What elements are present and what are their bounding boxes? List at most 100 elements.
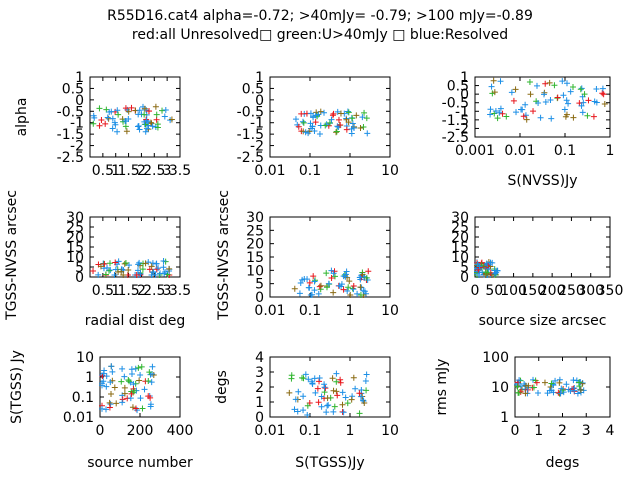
y-tick-label: -2 [70,139,84,155]
plot-frame [514,356,611,418]
y-tick-label: 10 [76,350,94,366]
x-tick-label: 300 [577,283,604,299]
data-point [137,395,144,402]
data-point [558,385,565,392]
data-point [150,269,157,276]
data-point [499,110,506,117]
x-tick-label: 0.01 [254,423,285,439]
data-point [102,271,109,278]
data-point [497,105,504,112]
data-point [363,274,370,281]
data-point [134,407,141,414]
data-point [136,126,143,133]
data-point [330,387,337,394]
data-point [299,118,306,125]
data-point [129,404,136,411]
y-tick-label: 0.5 [242,81,264,97]
data-point [331,403,338,410]
data-point [292,396,299,403]
x-tick-label: 0.001 [455,143,495,159]
data-point [298,110,305,117]
data-point [286,389,293,396]
data-point [160,264,167,271]
data-point [142,121,149,128]
data-point [540,91,547,98]
data-point [107,379,114,386]
y-tick-label: 30 [246,210,264,226]
data-point [312,112,319,119]
data-point [153,111,160,118]
y-tick-label: -1.5 [442,113,469,129]
y-tick-label: -2 [455,121,469,137]
data-point [161,113,168,120]
data-point [548,380,555,387]
data-point [119,365,126,372]
data-point [546,79,553,86]
data-point [476,263,483,270]
data-point [304,402,311,409]
data-point [350,374,357,381]
data-point [560,92,567,99]
data-point [522,101,529,108]
data-point [143,125,150,132]
data-point [356,274,363,281]
data-point [134,123,141,130]
data-point [316,283,323,290]
x-axis-label: source size arcsec [479,313,607,329]
data-point [99,382,105,389]
data-point [292,116,299,123]
y-tick-label: 10 [246,263,264,279]
data-point [530,384,537,391]
data-point [333,378,340,385]
data-point [601,100,608,107]
data-point [354,290,361,297]
data-point [109,115,116,122]
data-point [503,113,510,120]
data-point [322,122,329,129]
data-point [578,85,585,92]
data-point [556,376,563,383]
data-point [100,370,107,377]
x-tick-label: 1.5 [117,163,139,179]
data-point [599,85,606,92]
x-tick-label: 3.5 [169,163,191,179]
data-point [143,107,150,114]
data-point [562,113,569,120]
data-point [316,375,323,382]
data-point [518,106,525,113]
data-point [342,394,349,401]
y-tick-label: 1 [255,395,264,411]
data-point [148,120,155,127]
data-point [141,105,148,112]
data-point [530,108,537,115]
data-point [333,129,340,136]
data-point [153,266,160,273]
y-tick-label: 0 [460,270,469,286]
data-point [494,115,501,122]
data-point [329,375,336,382]
data-point [114,128,121,135]
data-point [162,268,169,275]
data-point [491,89,498,96]
data-point [160,258,167,265]
y-axis-label: S(TGSS) Jy [9,350,25,424]
x-tick-label: 1 [346,423,355,439]
data-point [350,124,357,131]
data-point [361,400,368,407]
data-point [563,381,570,388]
x-tick-label: 0 [96,423,105,439]
y-tick-label: 30 [451,210,469,226]
data-point [114,107,121,114]
data-point [535,390,542,397]
y-tick-label: 5 [255,277,264,293]
data-point [547,96,554,103]
data-point [527,91,534,98]
x-tick-label: 200 [127,423,154,439]
data-point [362,377,369,384]
data-point [143,117,150,124]
data-point [537,114,544,121]
data-point [570,84,577,91]
y-tick-label: -1 [455,104,469,120]
